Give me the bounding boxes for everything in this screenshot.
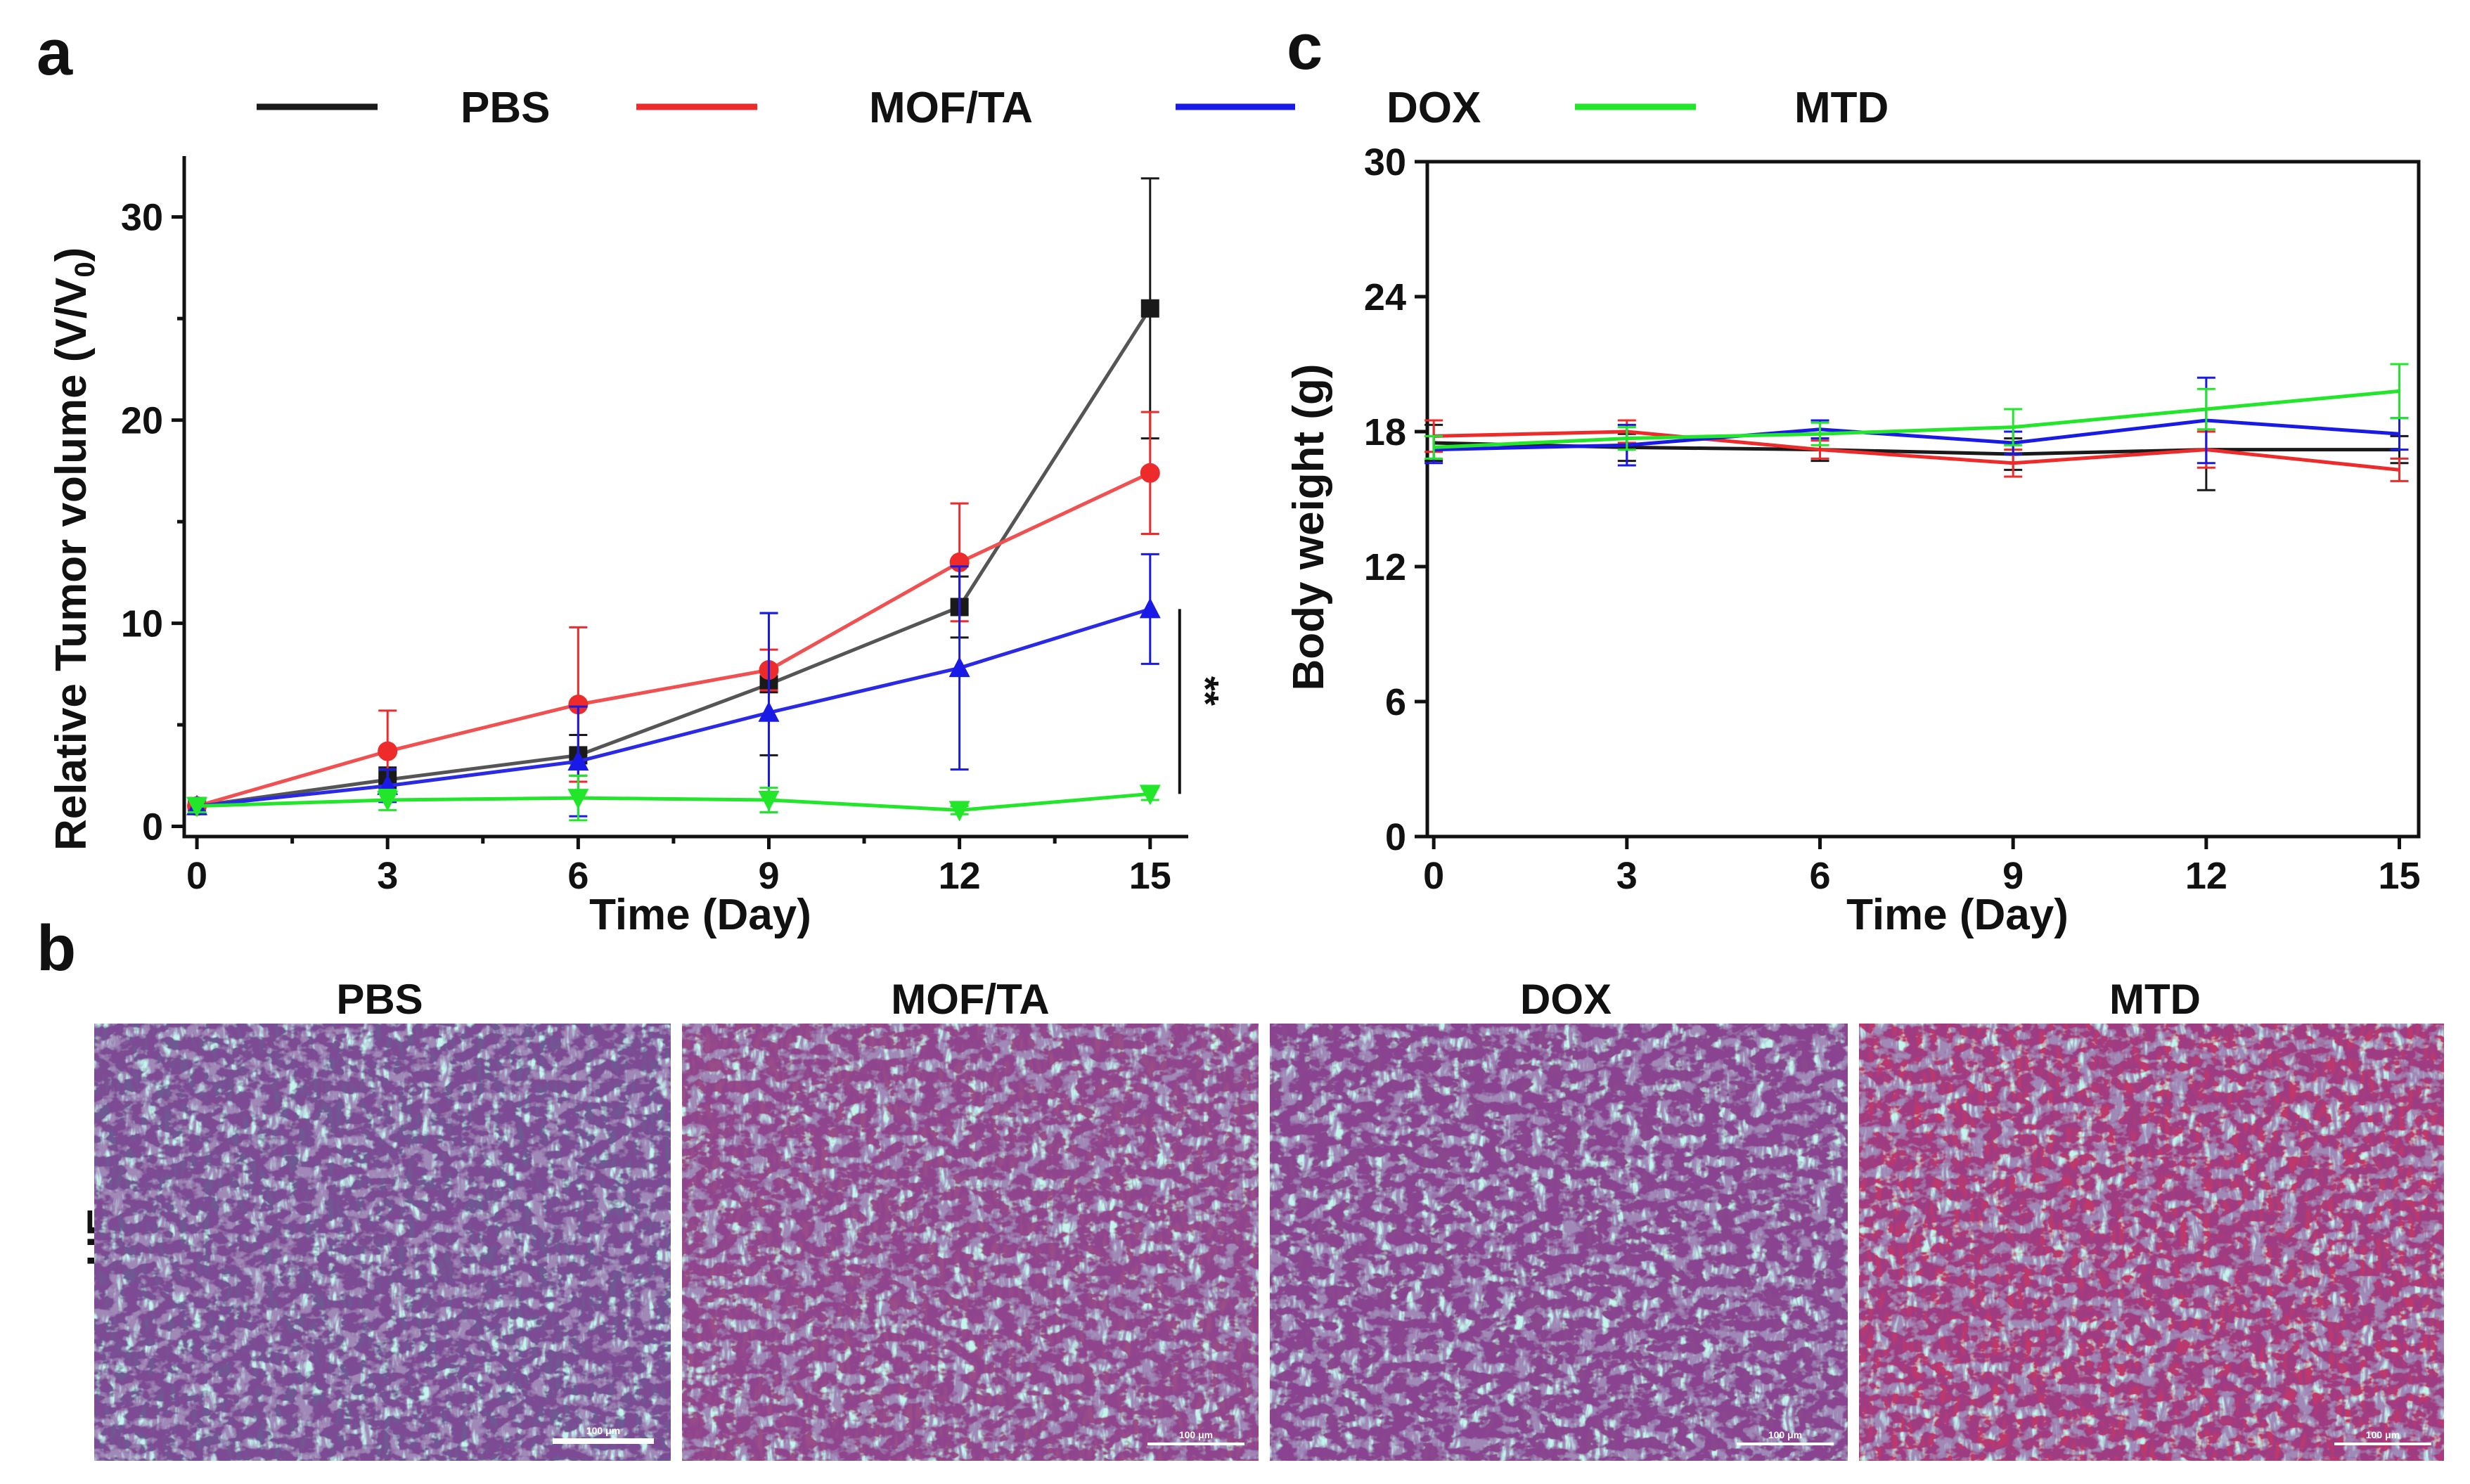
chart-c-body-weight: 0 6 12 18 24 30 0 3 6 9 12 15 [1364, 141, 2421, 897]
chart-a-point-mtd [758, 790, 780, 811]
chart-a-series-dox [186, 553, 1161, 818]
chart-a-line-pbs [196, 307, 1152, 808]
he-image-mtd: 100 μm [1859, 1024, 2444, 1461]
chart-a-line-mof-ta [196, 471, 1151, 808]
chart-c-xtick-label: 15 [2378, 855, 2420, 897]
chart-c-ylabel: Body weight (g) [1285, 364, 1333, 691]
photo-title-dox: DOX [1520, 976, 1612, 1023]
chart-a-xtick-label: 15 [1129, 855, 1171, 897]
chart-c-ytick-label: 0 [1385, 816, 1406, 858]
chart-c-series-pbs [1424, 408, 2409, 491]
legend-label-mtd: MTD [1794, 84, 1889, 132]
panel-letter-b: b [37, 912, 76, 984]
legend: PBS MOF/TA DOX MTD [257, 84, 1889, 132]
chart-c-ytick-label: 30 [1364, 141, 1406, 183]
chart-c-line-dox [1434, 418, 2400, 452]
scale-bar-label-mtd: 100 μm [2366, 1429, 2400, 1440]
scale-bar-label-mof-ta: 100 μm [1179, 1429, 1213, 1440]
chart-a-point-dox [758, 701, 780, 722]
chart-a-point-dox [567, 750, 589, 771]
chart-a-line-dox [196, 607, 1151, 808]
chart-a-xlabel: Time (Day) [589, 891, 811, 939]
chart-a-xtick-label: 6 [567, 855, 588, 897]
photo-title-pbs: PBS [336, 976, 423, 1023]
chart-a-point-pbs [1140, 299, 1159, 318]
chart-a-axes [182, 156, 1188, 839]
chart-a-xtick-label: 9 [758, 855, 779, 897]
significance-label: ** [1184, 676, 1226, 706]
chart-a-point-mof-ta [378, 741, 398, 761]
chart-a-ylabel-main: Relative Tumor volume (V/V [47, 278, 96, 851]
chart-a-point-mof-ta [1140, 463, 1160, 483]
chart-c-ytick-label: 6 [1385, 681, 1406, 723]
chart-a-point-mtd [186, 796, 208, 818]
chart-c-xtick-label: 12 [2185, 855, 2227, 897]
chart-c-frame [1425, 160, 2421, 839]
chart-a-point-mtd [948, 801, 970, 822]
chart-c-series-mtd [1424, 363, 2409, 460]
chart-c-ytick-label: 24 [1364, 276, 1406, 318]
scale-bar-label-dox: 100 μm [1768, 1429, 1802, 1440]
chart-a-ylabel: Relative Tumor volume (V/V0) [47, 247, 101, 851]
chart-a-xtick-label: 3 [377, 855, 398, 897]
chart-c-ytick-label: 18 [1364, 411, 1406, 453]
photo-title-mtd: MTD [2109, 976, 2201, 1023]
chart-c-xlabel: Time (Day) [1846, 891, 2069, 939]
chart-a-tumor-volume: 0 10 20 30 0 3 6 9 12 15 ** [121, 156, 1226, 897]
chart-a-point-dox [948, 657, 970, 678]
he-image-mof-ta: 100 μm [682, 1024, 1259, 1461]
chart-c-xtick-label: 6 [1809, 855, 1830, 897]
legend-label-pbs: PBS [461, 84, 550, 132]
chart-c-ytick-label: 12 [1364, 546, 1406, 588]
chart-a-xtick-label: 12 [939, 855, 981, 897]
chart-c-xtick-label: 0 [1423, 855, 1444, 897]
chart-a-ytick-label: 0 [142, 806, 163, 849]
scale-bar-label-pbs: 100 μm [586, 1425, 620, 1436]
chart-a-point-mof-ta [568, 695, 588, 715]
chart-a-series-mtd [186, 774, 1161, 822]
chart-a-ytick-label: 10 [121, 603, 163, 645]
chart-a-point-mtd [1139, 785, 1161, 806]
chart-a-point-mtd [377, 790, 399, 811]
chart-a-point-dox [1139, 598, 1161, 619]
panel-b-histology: HE PBS MOF/TA DOX MTD 100 μm 100 μm 100 … [79, 976, 2444, 1461]
chart-c-line-mof-ta [1434, 430, 2400, 472]
chart-a-ytick-label: 30 [121, 197, 163, 239]
panel-letter-a: a [37, 17, 73, 89]
legend-label-dox: DOX [1387, 84, 1481, 132]
chart-a-point-mtd [567, 789, 589, 810]
panel-letter-c: c [1287, 11, 1323, 83]
legend-label-mof-ta: MOF/TA [869, 84, 1033, 132]
chart-a-ylabel-sub: 0 [70, 262, 101, 277]
chart-a-line-mtd [196, 792, 1150, 812]
chart-a-series-mof-ta [187, 411, 1160, 816]
he-image-pbs: 100 μm [94, 1024, 671, 1461]
chart-c-xtick-label: 9 [2002, 855, 2024, 897]
chart-a-ylabel-end: ) [47, 247, 96, 262]
chart-a-ytick-label: 20 [121, 400, 163, 442]
chart-c-line-mtd [1434, 389, 2400, 449]
photo-title-mof-ta: MOF/TA [891, 976, 1050, 1023]
chart-a-xtick-label: 0 [186, 855, 207, 897]
chart-c-xtick-label: 3 [1616, 855, 1638, 897]
chart-a-series-pbs [188, 177, 1159, 815]
he-image-dox: 100 μm [1270, 1024, 1848, 1461]
